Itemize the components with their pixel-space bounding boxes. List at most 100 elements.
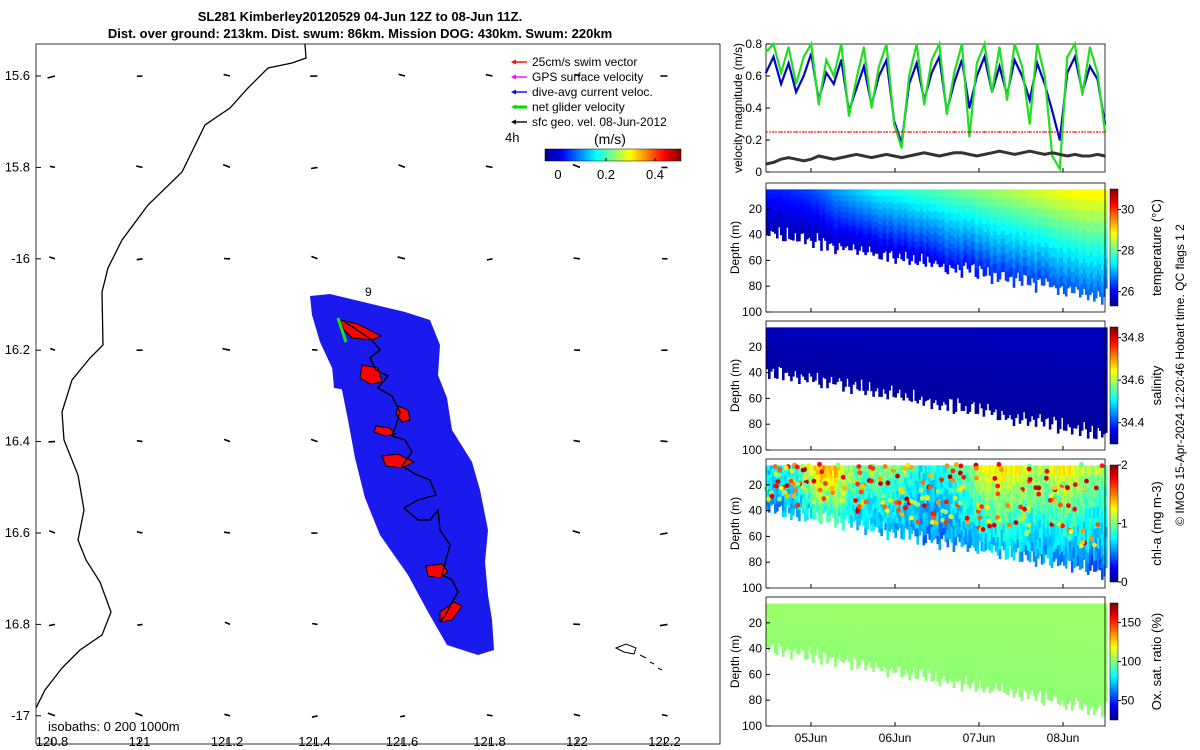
section-cell: [844, 189, 847, 196]
section-cell: [818, 194, 821, 201]
section-cell: [1070, 348, 1074, 360]
section-cell: [990, 543, 994, 553]
velocity-data-point: [795, 158, 797, 161]
section-cell: [1103, 275, 1106, 287]
section-cell: [880, 231, 883, 239]
section-cell: [1052, 389, 1056, 400]
section-cell: [1004, 336, 1008, 347]
section-cell: [832, 361, 835, 368]
section-cell: [924, 243, 928, 252]
section-cell: [786, 367, 789, 373]
section-cell: [828, 515, 831, 522]
section-cell: [896, 465, 899, 473]
section-cell: [900, 251, 903, 260]
section-cell: [1018, 413, 1022, 424]
section-cell: [946, 538, 950, 548]
section-cell: [778, 331, 781, 336]
section-cell: [916, 489, 919, 498]
section-cell: [856, 471, 859, 479]
sfc-velocity-arrow: [485, 165, 493, 169]
section-cell: [768, 347, 771, 354]
section-cell: [1076, 376, 1080, 387]
velocity-data-point: [1028, 99, 1031, 101]
section-cell: [908, 249, 911, 258]
section-cell: [798, 465, 801, 472]
section-cell: [780, 355, 783, 360]
section-cell: [900, 245, 903, 253]
section-cell: [852, 238, 855, 245]
section-cell: [992, 529, 996, 538]
section-cell: [960, 352, 964, 362]
section-cell: [1076, 346, 1080, 358]
section-cell: [992, 230, 996, 240]
section-cell: [780, 212, 783, 218]
section-cell: [922, 335, 926, 344]
section-cell: [860, 195, 863, 202]
section-cell: [814, 476, 817, 482]
section-cell: [848, 488, 851, 495]
section-cell: [820, 351, 823, 358]
section-cell: [992, 247, 996, 257]
section-cell: [878, 361, 881, 370]
section-cell: [1044, 363, 1048, 374]
section-cell: [1103, 232, 1106, 244]
section-cell: [1004, 382, 1008, 393]
section-cell: [884, 201, 887, 209]
section-cell: [860, 353, 863, 359]
section-cell: [854, 207, 857, 214]
section-cell: [1105, 189, 1108, 200]
section-cell: [942, 486, 946, 494]
section-cell: [920, 208, 924, 216]
section-cell: [1062, 378, 1066, 390]
sfc-velocity-arrow: [136, 530, 143, 534]
sfc-velocity-arrow: [49, 529, 56, 534]
section-cell: [808, 336, 811, 342]
section-cell: [994, 368, 998, 377]
section-cell: [1048, 267, 1052, 278]
section-cell: [1002, 473, 1006, 483]
section-cell: [1016, 362, 1020, 372]
section-cell: [1012, 406, 1016, 417]
section-cell: [804, 363, 807, 370]
section-cell: [946, 240, 950, 249]
section-cell: [1030, 353, 1034, 364]
section-cell: [878, 518, 881, 527]
section-cell: [794, 491, 797, 496]
section-cell: [778, 343, 781, 348]
section-cell: [902, 378, 905, 386]
section-cell: [874, 465, 877, 472]
section-cell: [958, 205, 962, 214]
section-cell: [804, 332, 807, 339]
section-cell: [878, 355, 881, 363]
section-cell: [1060, 237, 1064, 248]
section-cell: [924, 371, 928, 380]
section-cell: [846, 189, 849, 196]
section-cell: [1022, 206, 1026, 216]
section-cell: [820, 369, 823, 377]
section-cell: [930, 258, 934, 267]
section-cell: [928, 524, 932, 533]
section-cell: [1050, 247, 1054, 258]
section-cell: [990, 371, 994, 381]
section-cell: [860, 374, 863, 380]
velocity-data-point: [976, 155, 978, 157]
section-cell: [976, 207, 980, 217]
section-cell: [818, 476, 821, 483]
section-cell: [870, 327, 873, 335]
section-cell: [1082, 383, 1086, 394]
section-cell: [814, 374, 817, 381]
section-cell: [1068, 266, 1072, 277]
section-cell: [1082, 374, 1086, 385]
section-cell: [1036, 399, 1040, 410]
section-cell: [1064, 285, 1068, 297]
section-cell: [980, 474, 984, 483]
section-cell: [952, 517, 956, 527]
map-y-tick-label: -17: [11, 708, 30, 723]
section-cell: [836, 482, 839, 490]
section-cell: [1016, 197, 1020, 207]
section-cell: [960, 505, 964, 515]
section-cell: [948, 370, 952, 378]
surface-velocity-arrows: [47, 73, 668, 718]
section-cell: [898, 221, 901, 229]
section-cell: [804, 504, 807, 511]
